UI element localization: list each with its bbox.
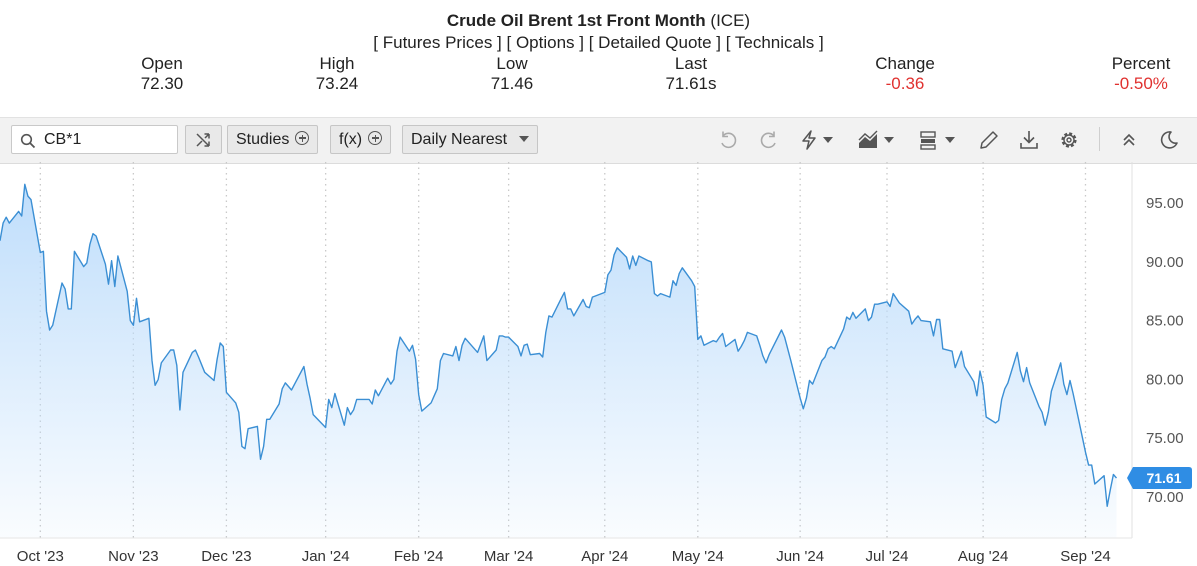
price-chart[interactable]: 70.00 75.00 80.00 85.00 90.00 95.00 Oct '23 No… — [0, 162, 1197, 566]
x-tick-label: Oct '23 — [17, 548, 64, 565]
y-tick-label: 85.00 — [1146, 313, 1184, 330]
x-tick-label: Aug '24 — [958, 548, 1008, 565]
y-tick-label: 70.00 — [1146, 489, 1184, 506]
link-technicals[interactable]: Technicals — [734, 33, 815, 52]
collapse-icon[interactable] — [1117, 128, 1141, 152]
function-button[interactable]: f(x) — [330, 125, 392, 154]
stat-value: 72.30 — [140, 74, 184, 93]
link-detailed-quote[interactable]: Detailed Quote — [598, 33, 712, 52]
stat-label: High — [319, 54, 355, 73]
last-price-badge: 71.61 — [1127, 466, 1192, 489]
y-tick-label: 95.00 — [1146, 195, 1184, 212]
x-tick-label: Feb '24 — [394, 548, 444, 565]
x-tick-label: Apr '24 — [581, 548, 628, 565]
dark-mode-icon[interactable] — [1157, 128, 1181, 152]
last-price-label: 71.61 — [1146, 470, 1181, 486]
add-circle-icon — [295, 131, 310, 145]
chart-title: Crude Oil Brent 1st Front Month (ICE) — [0, 11, 1197, 31]
x-tick-label: Jul '24 — [866, 548, 909, 565]
stat-label: Change — [875, 54, 935, 73]
shuffle-icon — [196, 133, 210, 147]
undo-icon[interactable] — [716, 128, 740, 152]
interval-label: Daily Nearest — [411, 131, 508, 148]
search-icon — [20, 133, 36, 149]
stat-label: Last — [674, 54, 708, 73]
chevron-down-icon — [519, 136, 530, 142]
link-futures-prices[interactable]: Futures Prices — [382, 33, 493, 52]
stat-value: 73.24 — [315, 74, 359, 93]
add-circle-icon — [368, 131, 383, 145]
chart-type-icon[interactable] — [857, 128, 899, 152]
y-tick-label: 75.00 — [1146, 430, 1184, 447]
stat-label: Low — [496, 54, 528, 73]
x-tick-label: Mar '24 — [484, 548, 534, 565]
template-icon[interactable] — [918, 128, 960, 152]
stat-high: High 73.24 — [287, 54, 387, 94]
stat-percent: Percent -0.50% — [1091, 54, 1191, 94]
pencil-icon[interactable] — [977, 128, 1001, 152]
quote-links: [ Futures Prices ] [ Options ] [ Detaile… — [373, 33, 824, 52]
stat-open: Open 72.30 — [112, 54, 212, 94]
stat-value: -0.36 — [885, 74, 925, 93]
interval-select[interactable]: Daily Nearest — [402, 125, 539, 154]
symbol-value: CB*1 — [44, 131, 82, 148]
toolbar-divider — [1099, 127, 1100, 151]
y-tick-label: 80.00 — [1146, 371, 1184, 388]
redo-icon[interactable] — [757, 128, 781, 152]
x-tick-label: Jan '24 — [302, 548, 350, 565]
stat-value: -0.50% — [1114, 74, 1168, 93]
stat-label: Open — [141, 54, 183, 73]
x-tick-label: Dec '23 — [201, 548, 251, 565]
x-tick-label: Nov '23 — [108, 548, 158, 565]
settings-icon[interactable] — [1057, 128, 1081, 152]
price-line — [0, 183, 1118, 507]
stat-value: 71.46 — [490, 74, 534, 93]
symbol-search-input[interactable]: CB*1 — [11, 125, 178, 154]
y-tick-label: 90.00 — [1146, 254, 1184, 271]
title-exchange: (ICE) — [710, 11, 751, 30]
title-name: Crude Oil Brent 1st Front Month — [446, 11, 706, 30]
studies-button[interactable]: Studies — [227, 125, 319, 154]
chart-toolbar: CB*1 Studies f(x) Daily Nearest — [0, 117, 1197, 164]
lightning-icon[interactable] — [798, 128, 838, 152]
download-icon[interactable] — [1017, 128, 1041, 152]
x-tick-label: Jun '24 — [776, 548, 824, 565]
studies-label: Studies — [236, 131, 290, 148]
x-tick-label: Sep '24 — [1060, 548, 1110, 565]
stat-change: Change -0.36 — [855, 54, 955, 94]
x-tick-label: May '24 — [672, 548, 724, 565]
link-options[interactable]: Options — [515, 33, 575, 52]
compare-button[interactable] — [185, 125, 222, 154]
stat-label: Percent — [1111, 54, 1171, 73]
stat-value: 71.61s — [665, 74, 717, 93]
price-area-fill — [0, 184, 1117, 539]
stat-low: Low 71.46 — [462, 54, 562, 94]
function-label: f(x) — [339, 131, 363, 148]
stat-last: Last 71.61s — [641, 54, 741, 94]
